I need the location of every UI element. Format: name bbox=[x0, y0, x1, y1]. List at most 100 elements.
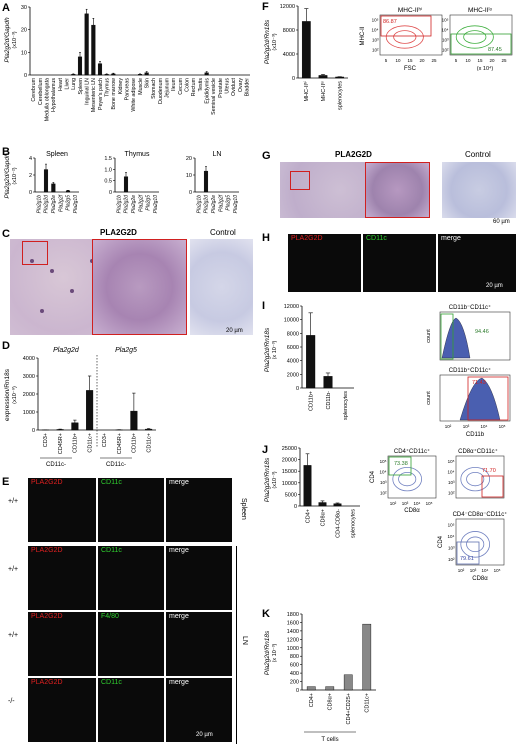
panel-j-plot1-y-tick-label: 10⁵ bbox=[380, 459, 387, 464]
panel-g-title: PLA2G2D bbox=[335, 150, 372, 159]
panel-j-category-label: CD4+ bbox=[305, 509, 311, 523]
panel-f-x-tick-label: 10 bbox=[465, 58, 471, 63]
panel-f-y-tick-label: 12000 bbox=[280, 4, 295, 10]
panel-k-y-tick-label: 800 bbox=[290, 654, 299, 660]
panel-b-thymus-category-label: Pla2g1b bbox=[116, 195, 122, 214]
panel-b-spleen-y-tick-label: 0 bbox=[29, 190, 32, 196]
panel-h-merge-label: merge bbox=[441, 235, 461, 242]
panel-e-micrograph: PLA2G2D bbox=[28, 678, 96, 742]
panel-k-y-tick-label: 1600 bbox=[287, 620, 299, 626]
panel-j-plot3-title: CD4⁻CD8α⁻CD11c⁺ bbox=[453, 511, 508, 518]
panel-c-cell-stain bbox=[70, 289, 74, 293]
panel-a-category-label: Mesenteric LN bbox=[91, 78, 97, 112]
panel-f-plot2-y-tick-label: 10⁵ bbox=[442, 18, 449, 23]
panel-f-plot2-frame bbox=[450, 15, 512, 55]
panel-d-y-tick-label: 3000 bbox=[23, 374, 35, 380]
panel-a-bar bbox=[85, 14, 89, 75]
panel-d-bar bbox=[57, 429, 64, 430]
panel-a-category-label: Testis bbox=[198, 78, 204, 92]
panel-d-category-label: CD11c+ bbox=[87, 433, 93, 453]
panel-i-y-axis-label: Pla2g2d/Rn18s bbox=[264, 327, 271, 372]
panel-j-plot1-y-label: CD4 bbox=[370, 470, 376, 483]
panel-d-chart: 01000200030004000CD3+CD45R+CD11b+CD11c+C… bbox=[0, 340, 160, 470]
panel-j-plot2-title: CD8α⁺CD11c⁺ bbox=[458, 448, 498, 455]
panel-i-hist2-y-label: count bbox=[426, 391, 432, 405]
panel-d-group2-label: Pla2g5 bbox=[115, 347, 137, 354]
panel-k-chart: 020040060080010001200140016001800CD4+CD8… bbox=[260, 608, 520, 748]
panel-i-y-tick-label: 4000 bbox=[287, 359, 299, 365]
panel-a-category-label: Rectum bbox=[191, 77, 197, 96]
panel-e-tissue-ln-label: LN bbox=[241, 636, 248, 645]
panel-j-x-tick-label: 10⁴ bbox=[414, 501, 421, 506]
panel-i-x-tick-label: 10³ bbox=[463, 424, 470, 429]
panel-e-genotype-label: +/+ bbox=[8, 632, 18, 639]
panel-a-bar bbox=[78, 57, 82, 75]
panel-f-y-tick-label: 0 bbox=[292, 76, 295, 82]
panel-d-category-label: CD11b+ bbox=[73, 433, 79, 453]
panel-k-label: K bbox=[262, 608, 270, 620]
panel-i-category-label: splenocytes bbox=[343, 391, 349, 420]
panel-a-y-tick-label: 30 bbox=[21, 5, 27, 11]
panel-g-label: G bbox=[262, 150, 271, 162]
panel-e-channel-label: PLA2G2D bbox=[31, 547, 63, 554]
panel-e-micrograph: PLA2G2D bbox=[28, 478, 96, 542]
panel-e-micrograph: PLA2G2D bbox=[28, 546, 96, 610]
panel-a-bar bbox=[92, 25, 96, 75]
panel-c-scale-label: 20 µm bbox=[226, 328, 243, 334]
panel-a-category-label: Epididymis bbox=[204, 78, 210, 104]
panel-j-plot1-y-tick-label: 10⁴ bbox=[380, 469, 387, 474]
panel-a-y-unit-label: (x10⁻³) bbox=[12, 31, 18, 48]
panel-f-x-tick-label: 10 bbox=[395, 58, 401, 63]
panel-e-channel-label: PLA2G2D bbox=[31, 613, 63, 620]
panel-b-ln-y-tick-label: 10 bbox=[186, 173, 192, 179]
panel-f-x-tick-label: 5 bbox=[385, 58, 388, 63]
panel-a-bar bbox=[98, 64, 102, 75]
panel-j-y-tick-label: 15000 bbox=[282, 469, 297, 475]
panel-k-category-label: CD8α+ bbox=[328, 693, 334, 710]
panel-j-x-tick-label: 10³ bbox=[470, 568, 477, 573]
panel-k-y-tick-label: 200 bbox=[290, 680, 299, 686]
panel-j-category-label: CD8α+ bbox=[320, 509, 326, 526]
panel-b-ln-category-label: Pla2g1b bbox=[196, 195, 202, 214]
panel-j-x-tick-label: 10⁵ bbox=[426, 501, 433, 506]
panel-k-y-tick-label: 600 bbox=[290, 663, 299, 669]
panel-k-y-unit-label: (x 10⁻³) bbox=[272, 643, 278, 662]
panel-f-plot2-y-tick-label: 10³ bbox=[442, 38, 449, 43]
panel-j-y-tick-label: 0 bbox=[294, 504, 297, 510]
panel-i-x-tick-label: 10² bbox=[445, 424, 452, 429]
panel-d-bar bbox=[86, 390, 93, 430]
panel-j-y-tick-label: 20000 bbox=[282, 458, 297, 464]
panel-b-spleen-category-label: Pla2g10 bbox=[73, 195, 79, 214]
panel-j-x-tick-label: 10³ bbox=[402, 501, 409, 506]
panel-j-plot1-y-tick-label: 10³ bbox=[380, 480, 387, 485]
panel-k-y-tick-label: 1400 bbox=[287, 629, 299, 635]
panel-b-ln-category-label: Pla2g2f bbox=[218, 194, 224, 212]
panel-i-category-label: CD11b- bbox=[326, 391, 332, 410]
panel-d-bracket1-label: CD11c- bbox=[46, 462, 66, 468]
panel-k-y-tick-label: 1200 bbox=[287, 637, 299, 643]
panel-d-bar bbox=[72, 423, 79, 430]
panel-k-y-tick-label: 0 bbox=[296, 688, 299, 694]
panel-f-y-tick-label: 8000 bbox=[283, 28, 295, 34]
panel-b-thymus-category-label: Pla2g2f bbox=[138, 194, 144, 212]
panel-j-x-tick-label: 10⁴ bbox=[482, 568, 489, 573]
panel-e-channel-label: CD11c bbox=[101, 479, 122, 486]
panel-g: G PLA2G2D Control 60 µm bbox=[260, 150, 520, 230]
panel-d-category-label: CD45R+ bbox=[117, 433, 123, 454]
panel-c: C PLA2G2D Control 20 µm bbox=[0, 227, 255, 337]
panel-d-y-tick-label: 2000 bbox=[23, 392, 35, 398]
panel-f-x-tick-label: 15 bbox=[477, 58, 483, 63]
panel-a-y-tick-label: 20 bbox=[21, 28, 27, 34]
panel-i-y-unit-label: (x 10⁻³) bbox=[272, 340, 278, 359]
panel-h-pla2g2d-label: PLA2G2D bbox=[291, 235, 323, 242]
panel-b-ln-y-tick-label: 0 bbox=[189, 190, 192, 196]
panel-a-category-label: Ovary bbox=[238, 78, 244, 92]
panel-j-plot2-y-tick-label: 10⁵ bbox=[448, 459, 455, 464]
panel-a-category-label: Peyer's patch bbox=[98, 78, 104, 110]
panel-i-chart: 020004000600080001000012000CD11b+CD11b-s… bbox=[260, 300, 520, 440]
panel-e-tissue-spleen-label: Spleen bbox=[240, 498, 247, 520]
panel-j-x-axis-label: CD8α bbox=[472, 576, 488, 582]
panel-e-channel-label: PLA2G2D bbox=[31, 679, 63, 686]
